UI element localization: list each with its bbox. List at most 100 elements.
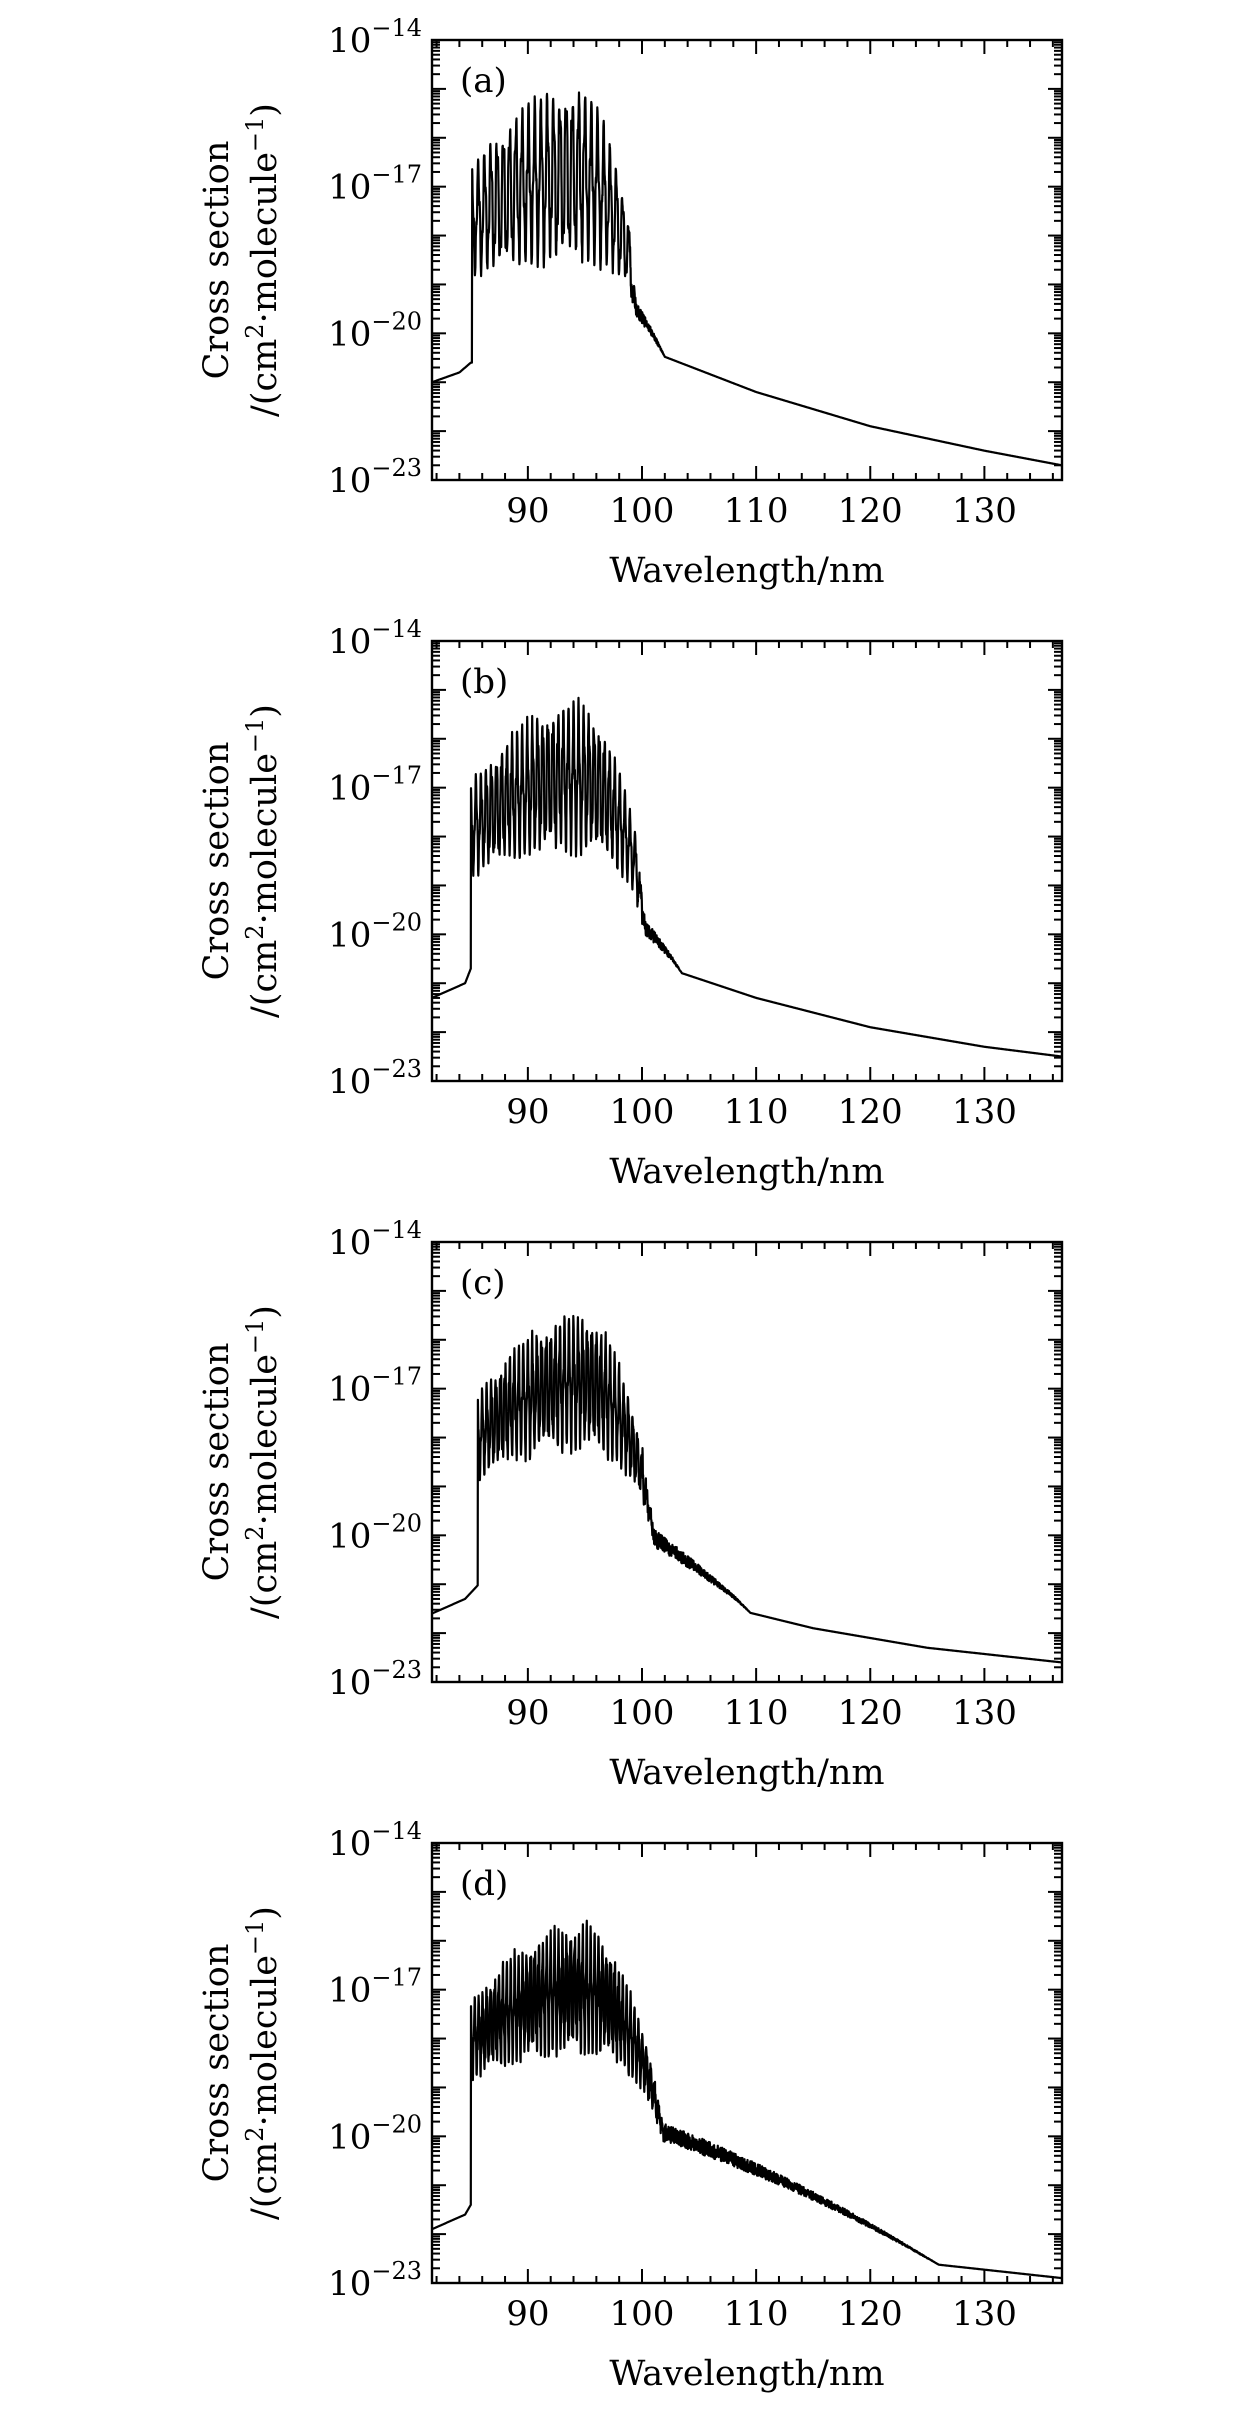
y-tick-label: 10−14 — [328, 615, 422, 662]
y-label-part: ) — [245, 704, 285, 718]
y-tick-label: 10−14 — [328, 1817, 422, 1864]
x-tick-label: 110 — [724, 491, 789, 531]
x-tick-label: 120 — [838, 2294, 903, 2334]
y-tick-base: 10 — [328, 1223, 371, 1263]
x-tick-label: 100 — [610, 491, 675, 531]
y-tick-exponent: −17 — [371, 762, 422, 790]
y-label-part: ·molecule — [245, 1354, 285, 1525]
x-tick-label: 120 — [838, 1693, 903, 1733]
y-label-superscript: 2 — [241, 2126, 269, 2141]
y-tick-label: 10−23 — [328, 1656, 422, 1703]
y-label-superscript: −1 — [241, 1920, 269, 1955]
y-label-part: ·molecule — [245, 1955, 285, 2126]
y-tick-base: 10 — [328, 21, 371, 61]
y-label-part: /(cm — [245, 1541, 285, 1619]
y-label-superscript: −1 — [241, 718, 269, 753]
y-tick-label: 10−17 — [328, 1964, 422, 2011]
y-tick-base: 10 — [328, 461, 371, 501]
x-axis-label: Wavelength/nm — [609, 2354, 884, 2394]
x-tick-label: 130 — [952, 1092, 1017, 1132]
x-axis-label: Wavelength/nm — [609, 1753, 884, 1793]
y-tick-label: 10−20 — [328, 307, 422, 354]
x-tick-label: 120 — [838, 491, 903, 531]
plot-frame — [430, 38, 1064, 482]
x-tick-label: 130 — [952, 1693, 1017, 1733]
chart-panel-b: 90 100 110 120 13010−2310−2010−1710−14(b)Wav… — [197, 615, 1064, 1192]
x-tick-label: 130 — [952, 491, 1017, 531]
x-axis-label: Wavelength/nm — [609, 551, 884, 591]
x-tick-label: 110 — [724, 1092, 789, 1132]
series-line-cross_section — [432, 1919, 1062, 2280]
y-label-part: ·molecule — [245, 753, 285, 924]
x-tick-label: 100 — [610, 2294, 675, 2334]
y-label-superscript: 2 — [241, 924, 269, 939]
y-tick-exponent: −23 — [371, 2257, 422, 2285]
y-tick-label: 10−20 — [328, 908, 422, 955]
y-tick-exponent: −20 — [371, 908, 422, 936]
y-axis-label-line2: /(cm2·molecule−1) — [241, 103, 285, 417]
y-tick-exponent: −20 — [371, 1509, 422, 1537]
x-tick-label: 100 — [610, 1092, 675, 1132]
x-axis-label: Wavelength/nm — [609, 1152, 884, 1192]
y-tick-base: 10 — [328, 314, 371, 354]
y-label-part: ) — [245, 103, 285, 117]
x-tick-label: 90 — [506, 1092, 549, 1132]
y-axis-label-line1: Cross section — [197, 1343, 237, 1582]
panel-label: (a) — [460, 61, 507, 101]
y-axis-label-line2: /(cm2·molecule−1) — [241, 1305, 285, 1619]
y-axis-label-line2: /(cm2·molecule−1) — [241, 704, 285, 1018]
x-tick-label: 120 — [838, 1092, 903, 1132]
x-tick-label: 90 — [506, 2294, 549, 2334]
y-axis-label-line1: Cross section — [197, 742, 237, 981]
y-tick-base: 10 — [328, 1663, 371, 1703]
y-tick-exponent: −14 — [371, 14, 422, 42]
x-tick-label: 110 — [724, 1693, 789, 1733]
y-tick-base: 10 — [328, 1516, 371, 1556]
y-tick-exponent: −20 — [371, 2110, 422, 2138]
y-tick-label: 10−17 — [328, 762, 422, 809]
y-label-part: /(cm — [245, 940, 285, 1018]
y-tick-exponent: −17 — [371, 1363, 422, 1391]
y-label-superscript: 2 — [241, 323, 269, 338]
y-tick-base: 10 — [328, 1971, 371, 2011]
y-tick-label: 10−14 — [328, 14, 422, 61]
chart-panel-c: 90 100 110 120 13010−2310−2010−1710−14(c)Wav… — [197, 1216, 1064, 1793]
series-line-cross_section — [432, 1314, 1062, 1664]
y-tick-base: 10 — [328, 2117, 371, 2157]
y-tick-base: 10 — [328, 1062, 371, 1102]
panel-label: (b) — [460, 662, 508, 702]
y-tick-base: 10 — [328, 622, 371, 662]
panel-label: (d) — [460, 1864, 508, 1904]
y-tick-exponent: −14 — [371, 1216, 422, 1244]
y-tick-base: 10 — [328, 769, 371, 809]
y-tick-label: 10−17 — [328, 1363, 422, 1410]
y-label-part: /(cm — [245, 2142, 285, 2220]
y-tick-exponent: −23 — [371, 454, 422, 482]
plot-frame — [430, 639, 1064, 1083]
y-tick-exponent: −23 — [371, 1656, 422, 1684]
y-tick-exponent: −20 — [371, 307, 422, 335]
y-axis-label-line1: Cross section — [197, 141, 237, 380]
y-tick-label: 10−23 — [328, 2257, 422, 2304]
y-tick-label: 10−23 — [328, 454, 422, 501]
y-tick-label: 10−23 — [328, 1055, 422, 1102]
y-label-part: /(cm — [245, 339, 285, 417]
y-label-superscript: −1 — [241, 1319, 269, 1354]
x-tick-label: 110 — [724, 2294, 789, 2334]
y-tick-label: 10−17 — [328, 161, 422, 208]
y-tick-exponent: −14 — [371, 1817, 422, 1845]
y-axis-label-line1: Cross section — [197, 1944, 237, 2183]
panel-label: (c) — [460, 1263, 506, 1303]
y-label-part: ) — [245, 1305, 285, 1319]
y-tick-base: 10 — [328, 915, 371, 955]
y-tick-exponent: −14 — [371, 615, 422, 643]
y-axis-label-line2: /(cm2·molecule−1) — [241, 1906, 285, 2220]
y-tick-base: 10 — [328, 2264, 371, 2304]
y-tick-exponent: −17 — [371, 161, 422, 189]
chart-panel-d: 90 100 110 120 13010−2310−2010−1710−14(d)Wav… — [197, 1817, 1064, 2394]
y-tick-exponent: −17 — [371, 1964, 422, 1992]
y-tick-label: 10−14 — [328, 1216, 422, 1263]
y-tick-exponent: −23 — [371, 1055, 422, 1083]
y-label-part: ) — [245, 1906, 285, 1920]
